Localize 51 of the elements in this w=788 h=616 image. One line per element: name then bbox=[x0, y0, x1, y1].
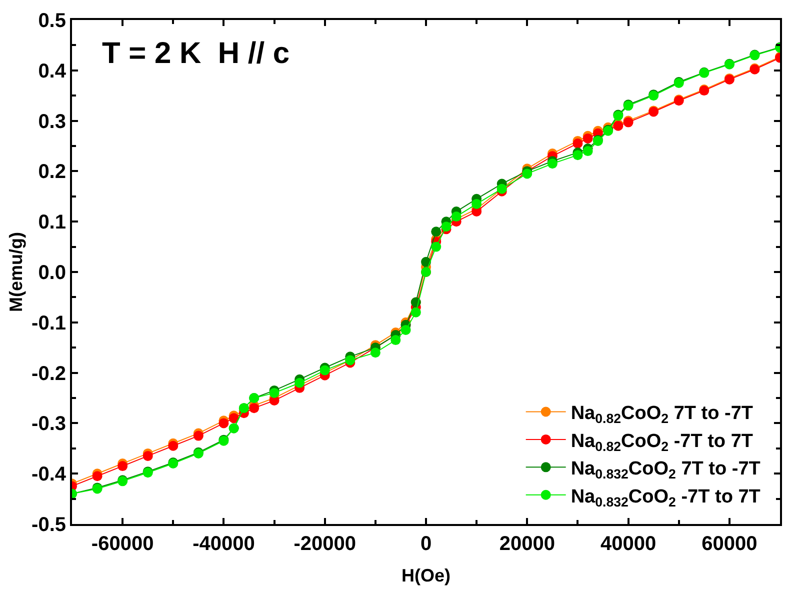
legend-label: Na$_{0.82}$CoO$_{2}$ -7T to 7T bbox=[570, 430, 754, 454]
point bbox=[168, 440, 178, 451]
y-tick-label: 0.1 bbox=[38, 212, 66, 234]
point bbox=[370, 348, 380, 358]
point bbox=[193, 430, 204, 441]
point bbox=[410, 307, 421, 318]
y-axis-title: M(emu/g) bbox=[6, 232, 26, 312]
legend-label: Na$_{0.832}$CoO$_{2}$ 7T to -7T bbox=[570, 458, 761, 482]
x-tick-label: 0 bbox=[420, 533, 432, 555]
point bbox=[320, 365, 330, 376]
point bbox=[572, 138, 583, 148]
x-tick-label: -60000 bbox=[91, 533, 154, 555]
point bbox=[547, 158, 558, 169]
point bbox=[228, 413, 239, 424]
point bbox=[421, 256, 431, 267]
x-tick-label: 40000 bbox=[600, 533, 656, 555]
y-tick-label: -0.5 bbox=[32, 514, 66, 536]
point bbox=[400, 324, 411, 335]
point bbox=[572, 150, 583, 160]
point bbox=[218, 418, 229, 428]
point bbox=[582, 133, 593, 144]
x-tick-label: 60000 bbox=[702, 533, 758, 555]
point bbox=[390, 335, 401, 346]
y-tick-label: -0.4 bbox=[32, 464, 67, 486]
point bbox=[522, 168, 532, 179]
annotation: T = 2 K H // c bbox=[102, 37, 290, 70]
point bbox=[118, 461, 128, 472]
point bbox=[142, 450, 153, 461]
point bbox=[582, 146, 593, 156]
y-tick-label: -0.3 bbox=[32, 413, 66, 436]
y-tick-label: 0.4 bbox=[38, 60, 67, 82]
point bbox=[431, 226, 442, 237]
point bbox=[92, 471, 102, 482]
y-tick-label: 0.0 bbox=[38, 262, 66, 284]
point bbox=[294, 378, 305, 388]
x-tick-label: -40000 bbox=[192, 533, 255, 555]
y-tick-label: 0.3 bbox=[38, 110, 66, 133]
point bbox=[249, 403, 260, 414]
y-tick-label: 0.5 bbox=[38, 10, 66, 32]
y-tick-label: -0.2 bbox=[32, 362, 66, 385]
point bbox=[451, 212, 462, 222]
legend-label: Na$_{0.82}$CoO$_{2}$ 7T to -7T bbox=[570, 403, 754, 426]
y-tick-label: -0.1 bbox=[32, 312, 66, 334]
point bbox=[431, 242, 442, 252]
point bbox=[269, 388, 280, 398]
y-tick-label: 0.2 bbox=[38, 161, 66, 184]
x-tick-label: -20000 bbox=[294, 533, 356, 555]
x-axis-title: H(Oe) bbox=[402, 566, 451, 586]
legend-label: Na$_{0.832}$CoO$_{2}$ -7T to 7T bbox=[570, 486, 761, 510]
x-tick-label: 20000 bbox=[499, 533, 555, 555]
point bbox=[472, 198, 482, 209]
